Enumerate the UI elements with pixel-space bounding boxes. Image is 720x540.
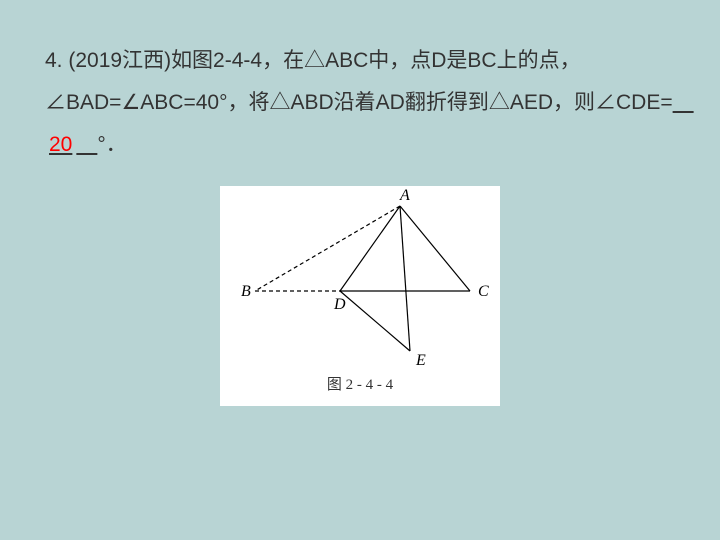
figure-container: A B C D E 图 2 - 4 - 4	[45, 186, 675, 406]
problem-number: 4.	[45, 49, 63, 72]
problem-source: (2019江西)	[68, 49, 171, 72]
figure-box: A B C D E 图 2 - 4 - 4	[220, 186, 500, 406]
svg-text:B: B	[241, 283, 251, 300]
problem-text: 4. (2019江西)如图2-4-4，在△ABC中，点D是BC上的点，∠BAD=…	[45, 40, 675, 166]
figure-caption: 图 2 - 4 - 4	[220, 373, 500, 394]
geometry-diagram: A B C D E	[220, 186, 500, 376]
blank-prefix	[673, 91, 694, 114]
svg-text:C: C	[478, 283, 489, 300]
problem-tail: °．	[97, 133, 126, 156]
svg-text:D: D	[333, 296, 346, 313]
svg-text:E: E	[415, 352, 426, 369]
svg-text:A: A	[399, 187, 410, 204]
answer-value: 20	[45, 133, 76, 156]
blank-suffix	[76, 133, 97, 156]
